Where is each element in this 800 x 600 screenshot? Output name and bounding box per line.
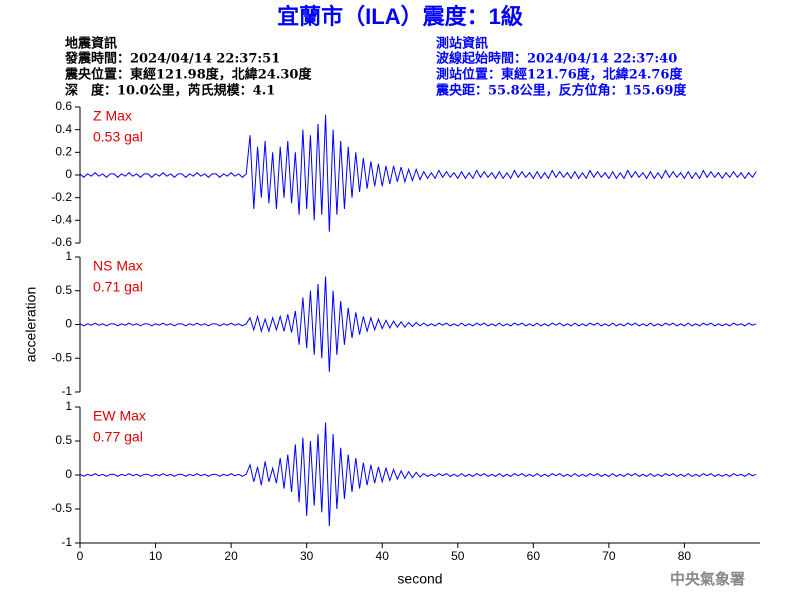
y-tick-label: -1 <box>61 384 72 398</box>
y-tick-label: -0.2 <box>51 190 72 204</box>
annotation: 0.77 gal <box>93 429 143 445</box>
y-tick-label: 0.4 <box>55 122 72 136</box>
y-tick-label: 0.5 <box>55 283 72 297</box>
info-line: 震央距：55.8公里，反方位角：155.69度 <box>435 83 687 99</box>
annotation: 0.71 gal <box>93 279 143 295</box>
waveform <box>79 114 757 232</box>
x-tick-label: 30 <box>300 549 314 563</box>
y-tick-label: 1 <box>65 249 72 263</box>
x-axis-label: second <box>397 571 442 587</box>
title: 宜蘭市（ILA）震度：1級 <box>277 4 523 29</box>
x-tick-label: 10 <box>149 549 163 563</box>
annotation: 0.53 gal <box>93 129 143 145</box>
info-line: 波線起始時間：2024/04/14 22:37:40 <box>436 51 677 67</box>
x-tick-label: 70 <box>602 549 616 563</box>
footer: 中央氣象署 <box>670 570 745 588</box>
y-axis-label: acceleration <box>23 287 39 363</box>
waveform <box>79 422 757 527</box>
y-tick-label: 0.2 <box>55 145 72 159</box>
y-tick-label: 0.5 <box>55 433 72 447</box>
x-tick-label: 50 <box>451 549 465 563</box>
y-tick-label: -0.6 <box>51 235 72 249</box>
annotation: NS Max <box>93 258 143 274</box>
y-tick-label: -0.4 <box>51 213 72 227</box>
x-tick-label: 60 <box>527 549 541 563</box>
info-line: 震央位置：東經121.98度，北緯24.30度 <box>64 67 312 83</box>
y-tick-label: -0.5 <box>51 501 72 515</box>
info-line: 測站位置：東經121.76度，北緯24.76度 <box>436 67 683 83</box>
waveform <box>79 276 757 372</box>
x-tick-label: 80 <box>678 549 692 563</box>
y-tick-label: 1 <box>65 399 72 413</box>
annotation: EW Max <box>93 408 146 424</box>
info-line: 深 度：10.0公里，芮氏規模：4.1 <box>65 83 275 99</box>
y-tick-label: -0.5 <box>51 350 72 364</box>
x-tick-label: 0 <box>77 549 84 563</box>
info-line: 地震資訊 <box>65 36 117 52</box>
annotation: Z Max <box>93 108 132 124</box>
y-tick-label: 0 <box>65 317 72 331</box>
y-tick-label: 0 <box>65 467 72 481</box>
info-line: 測站資訊 <box>436 36 488 52</box>
y-tick-label: 0 <box>65 167 72 181</box>
y-tick-label: 0.6 <box>55 99 72 113</box>
info-line: 發震時間：2024/04/14 22:37:51 <box>64 51 280 67</box>
x-tick-label: 20 <box>224 549 238 563</box>
x-tick-label: 40 <box>376 549 390 563</box>
y-tick-label: -1 <box>61 535 72 549</box>
